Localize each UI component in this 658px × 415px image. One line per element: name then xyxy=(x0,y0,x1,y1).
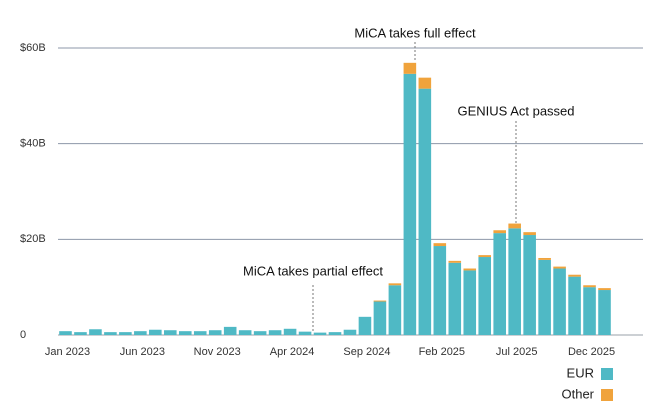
bar-segment xyxy=(478,257,492,335)
bar-segment xyxy=(283,328,297,335)
legend-label: Other xyxy=(561,386,594,401)
x-tick-label: Feb 2025 xyxy=(419,346,465,358)
y-tick-label: 0 xyxy=(20,329,26,341)
y-tick-label: $40B xyxy=(20,138,46,150)
x-tick-label: Jun 2023 xyxy=(120,346,165,358)
bar-segment xyxy=(538,257,551,260)
y-tick-label: $20B xyxy=(20,233,46,245)
bar-segment xyxy=(553,266,566,269)
bar-segment xyxy=(358,316,372,335)
bar-segment xyxy=(253,331,267,335)
bar-segment xyxy=(508,228,521,335)
bar-segment xyxy=(568,274,581,277)
x-tick-label: Apr 2024 xyxy=(270,346,315,358)
bar-segment xyxy=(119,332,132,335)
bar-segment xyxy=(373,300,387,302)
bar-segment xyxy=(523,235,536,335)
bar-segment xyxy=(583,285,596,288)
bar-segment xyxy=(164,330,177,335)
bar-segment xyxy=(583,287,596,335)
bar-segment xyxy=(388,283,402,286)
bar-segment xyxy=(433,246,447,335)
bar-segment xyxy=(598,290,611,335)
x-tick-label: Sep 2024 xyxy=(343,346,390,358)
bar-segment xyxy=(208,330,222,335)
bar-segment xyxy=(493,230,506,234)
bar-segment xyxy=(523,232,536,236)
bar-segment xyxy=(418,77,432,89)
bar-segment xyxy=(463,270,477,335)
bar-segment xyxy=(134,331,147,335)
annotation: GENIUS Act passed xyxy=(457,103,574,118)
bar-segment xyxy=(298,331,312,335)
legend-label: EUR xyxy=(567,365,594,380)
bar-segment xyxy=(568,276,581,335)
annotation: MiCA takes partial effect xyxy=(243,263,383,278)
bar-segment xyxy=(403,73,417,335)
y-tick-label: $60B xyxy=(20,42,46,54)
bar-segment xyxy=(508,223,521,229)
bar-segment xyxy=(104,332,117,335)
bar-segment xyxy=(149,329,162,335)
bar-segment xyxy=(313,332,327,335)
bar-segment xyxy=(433,243,447,247)
x-tick-label: Nov 2023 xyxy=(194,346,241,358)
x-tick-label: Jul 2025 xyxy=(496,346,538,358)
bar-segment xyxy=(448,260,462,263)
bar-segment xyxy=(59,331,72,335)
bar-segment xyxy=(343,329,357,335)
bar-segment xyxy=(553,268,566,335)
bar-segment xyxy=(193,331,207,335)
bar-segment xyxy=(89,329,102,335)
x-tick-label: Jan 2023 xyxy=(45,346,90,358)
bar-segment xyxy=(418,88,432,336)
bar-segment xyxy=(478,255,492,258)
bar-segment xyxy=(223,326,237,335)
bar-segment xyxy=(328,332,342,335)
bar-segment xyxy=(388,285,402,335)
bar-segment xyxy=(238,330,252,335)
bar-segment xyxy=(74,332,87,335)
annotation: MiCA takes full effect xyxy=(354,25,476,40)
bar-segment xyxy=(448,262,462,335)
bar-segment xyxy=(403,62,417,74)
bar-segment xyxy=(493,233,506,335)
x-tick-label: Dec 2025 xyxy=(568,346,615,358)
bar-segment xyxy=(268,330,282,335)
legend-swatch xyxy=(601,368,613,380)
bar-segment xyxy=(178,331,192,335)
bar-segment xyxy=(373,301,387,335)
bar-segment xyxy=(463,268,477,271)
bar-segment xyxy=(538,259,551,335)
legend-swatch xyxy=(601,389,613,401)
bar-segment xyxy=(598,288,611,291)
